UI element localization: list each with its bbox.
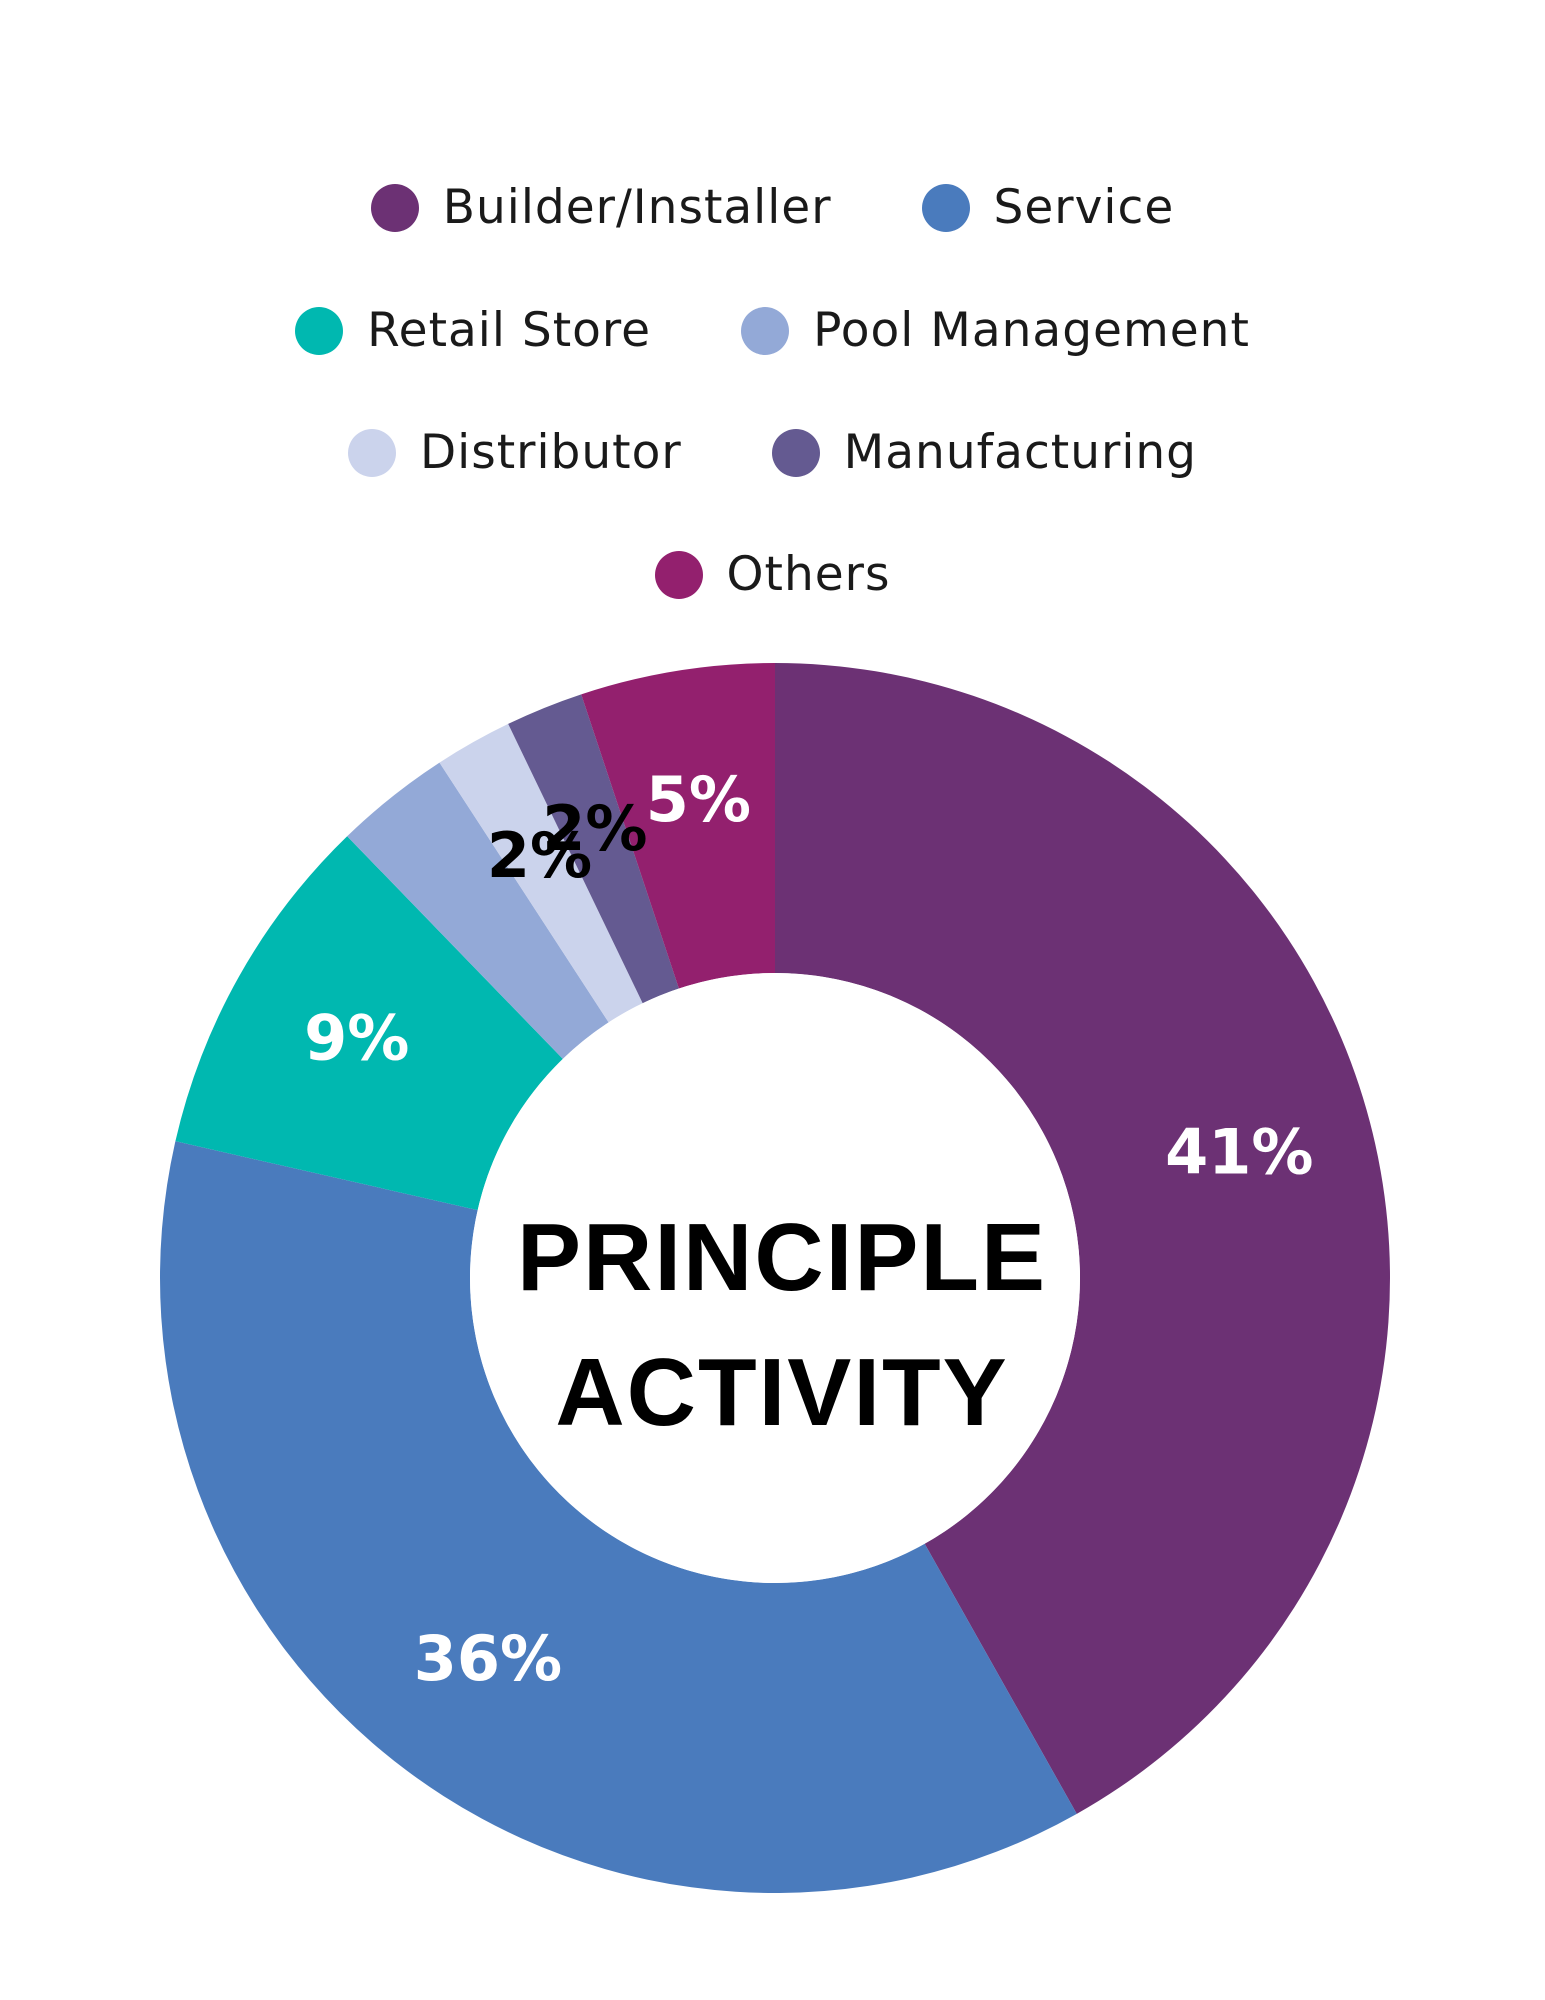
data-label: 41% bbox=[1165, 1115, 1313, 1188]
slice-distributor bbox=[439, 723, 643, 1023]
data-labels: 41%36%9%2%2%5% bbox=[304, 763, 1313, 1695]
legend-swatch bbox=[771, 428, 820, 477]
donut-slices bbox=[160, 663, 1390, 1893]
chart-legend: Builder/Installer Service Retail Store Pool… bbox=[0, 0, 1545, 620]
legend-item: Pool Management bbox=[741, 303, 1250, 358]
legend-label: Pool Management bbox=[813, 303, 1250, 358]
center-title-line-1: PRINCIPLE bbox=[517, 1204, 1047, 1311]
data-label: 36% bbox=[414, 1622, 562, 1695]
legend-label: Others bbox=[726, 547, 891, 602]
data-label: 5% bbox=[646, 763, 751, 836]
legend-swatch bbox=[370, 183, 419, 232]
legend-label: Manufacturing bbox=[843, 425, 1198, 480]
legend-item: Retail Store bbox=[295, 303, 651, 358]
legend-item: Builder/Installer bbox=[370, 180, 832, 235]
legend-swatch bbox=[921, 183, 970, 232]
center-title-line-2: ACTIVITY bbox=[555, 1339, 1008, 1446]
legend-swatch bbox=[295, 306, 344, 355]
slice-others bbox=[581, 663, 775, 989]
legend-label: Distributor bbox=[419, 425, 682, 480]
slice-pool-management bbox=[347, 762, 609, 1059]
legend-row: Distributor Manufacturing bbox=[0, 425, 1545, 480]
legend-item: Manufacturing bbox=[771, 425, 1198, 480]
slice-retail-store bbox=[175, 836, 563, 1211]
legend-item: Service bbox=[921, 180, 1175, 235]
slice-manufacturing bbox=[508, 694, 679, 1004]
legend-item: Others bbox=[654, 547, 891, 602]
slice-builder-installer bbox=[775, 663, 1390, 1814]
data-label: 9% bbox=[304, 1002, 409, 1075]
legend-swatch bbox=[741, 306, 790, 355]
legend-label: Service bbox=[993, 180, 1175, 235]
legend-label: Retail Store bbox=[367, 303, 652, 358]
legend-row: Others bbox=[0, 547, 1545, 602]
data-label: 2% bbox=[487, 819, 592, 892]
donut-hole bbox=[470, 973, 1080, 1583]
legend-row: Builder/Installer Service bbox=[0, 180, 1545, 235]
legend-swatch bbox=[654, 550, 703, 599]
legend-row: Retail Store Pool Management bbox=[0, 303, 1545, 358]
legend-item: Distributor bbox=[347, 425, 682, 480]
legend-label: Builder/Installer bbox=[442, 180, 832, 235]
legend-swatch bbox=[347, 428, 396, 477]
slice-service bbox=[160, 1141, 1077, 1893]
data-label: 2% bbox=[542, 792, 647, 865]
